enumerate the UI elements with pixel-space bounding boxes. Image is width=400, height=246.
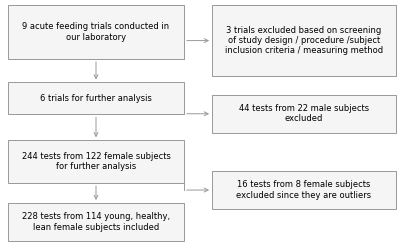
FancyBboxPatch shape [8, 82, 184, 114]
Text: 228 tests from 114 young, healthy,
lean female subjects included: 228 tests from 114 young, healthy, lean … [22, 212, 170, 232]
FancyBboxPatch shape [212, 95, 396, 133]
Text: 44 tests from 22 male subjects
excluded: 44 tests from 22 male subjects excluded [239, 104, 369, 123]
FancyBboxPatch shape [8, 5, 184, 59]
Text: 9 acute feeding trials conducted in
our laboratory: 9 acute feeding trials conducted in our … [22, 22, 170, 42]
Text: 6 trials for further analysis: 6 trials for further analysis [40, 94, 152, 103]
Text: 244 tests from 122 female subjects
for further analysis: 244 tests from 122 female subjects for f… [22, 152, 170, 171]
Text: 16 tests from 8 female subjects
excluded since they are outliers: 16 tests from 8 female subjects excluded… [236, 180, 372, 200]
FancyBboxPatch shape [212, 5, 396, 76]
FancyBboxPatch shape [8, 203, 184, 241]
FancyBboxPatch shape [8, 140, 184, 183]
FancyBboxPatch shape [212, 171, 396, 209]
Text: 3 trials excluded based on screening
of study design / procedure /subject
inclus: 3 trials excluded based on screening of … [225, 26, 383, 56]
